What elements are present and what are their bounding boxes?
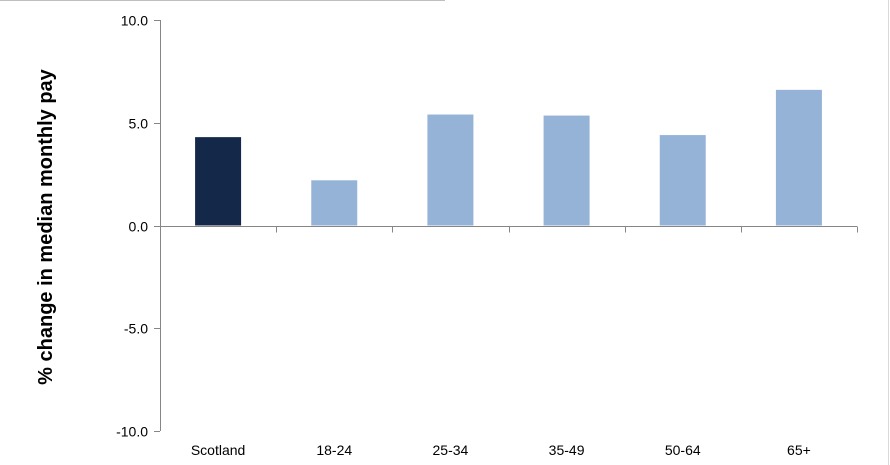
- x-tick-label: 35-49: [549, 442, 585, 458]
- x-tick-label: 25-34: [433, 442, 469, 458]
- y-tick-label: -10.0: [116, 424, 148, 440]
- bar-35-49: [543, 115, 590, 226]
- y-tick-label: 0.0: [129, 219, 149, 235]
- y-axis-title: % change in median monthly pay: [35, 68, 57, 384]
- x-tick-label: Scotland: [191, 442, 245, 458]
- x-axis-labels: Scotland 18-24 25-34 35-49 50-64 65+: [191, 442, 811, 458]
- bar-18-24: [311, 180, 358, 226]
- bar-65-: [775, 89, 822, 226]
- y-tick-label: 5.0: [129, 116, 149, 132]
- x-tick-label: 50-64: [665, 442, 701, 458]
- bar-50-64: [659, 135, 706, 226]
- y-tick-label: -5.0: [124, 321, 148, 337]
- x-tick-label: 18-24: [316, 442, 352, 458]
- bar-25-34: [427, 114, 474, 226]
- bar-series: [195, 89, 822, 226]
- x-tick-label: 65+: [787, 442, 811, 458]
- bar-scotland: [195, 137, 242, 226]
- y-axis-ticks: -10.0 -5.0 0.0 5.0 10.0: [116, 13, 160, 440]
- y-tick-label: 10.0: [121, 13, 148, 29]
- x-axis-ticks: [160, 226, 858, 233]
